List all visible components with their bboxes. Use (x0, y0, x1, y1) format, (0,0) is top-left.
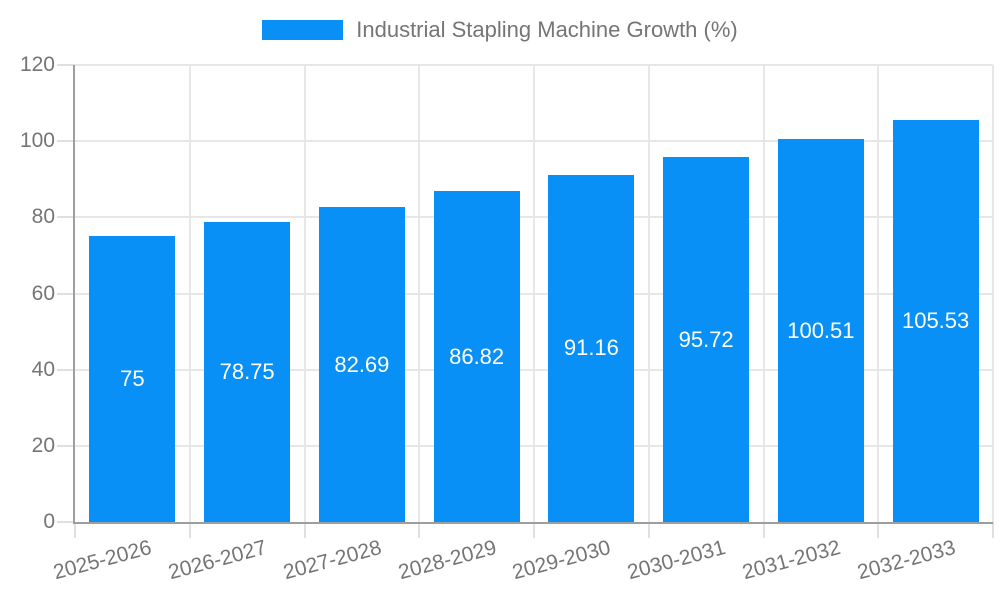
y-axis-tick-label: 80 (31, 205, 55, 229)
y-axis-line (73, 65, 75, 522)
bar-value-label: 86.82 (449, 343, 505, 369)
y-tick-mark (57, 368, 75, 371)
legend-swatch-icon (262, 20, 344, 40)
bar-value-label: 91.16 (563, 335, 619, 361)
x-tick-mark (877, 522, 880, 538)
gridline-vertical (762, 65, 765, 522)
bar-value-label: 78.75 (219, 359, 275, 385)
bar-2026-2027 (204, 222, 291, 522)
y-tick-mark (57, 140, 75, 143)
bar-2031-2032 (777, 139, 864, 522)
bar-2030-2031 (663, 157, 750, 522)
y-axis-tick-label: 20 (31, 433, 55, 457)
y-tick-mark (57, 521, 75, 523)
gridline-vertical (418, 65, 421, 522)
gridline-vertical (877, 65, 880, 522)
legend[interactable]: Industrial Stapling Machine Growth (%) (0, 17, 1000, 43)
x-tick-mark (762, 522, 765, 538)
y-axis-tick-label: 120 (19, 53, 55, 76)
bar-2025-2026 (89, 236, 176, 522)
y-tick-mark (57, 64, 75, 66)
bar-2032-2033 (892, 120, 979, 522)
gridline-vertical (647, 65, 650, 522)
bar-value-label: 105.53 (901, 308, 970, 334)
bar-value-label: 75 (120, 366, 145, 392)
x-tick-mark (533, 522, 535, 538)
bar-value-label: 95.72 (678, 326, 734, 352)
y-axis-tick-label: 0 (43, 510, 55, 533)
bar-2028-2029 (433, 191, 520, 522)
x-tick-mark (418, 522, 421, 538)
x-tick-mark (303, 522, 306, 538)
x-tick-mark (188, 522, 191, 538)
y-tick-mark (57, 444, 75, 447)
bar-2027-2028 (318, 207, 405, 522)
y-axis-tick-label: 100 (19, 129, 55, 153)
gridline-vertical (303, 65, 306, 522)
gridline-vertical (992, 65, 994, 522)
x-tick-mark (992, 522, 994, 538)
legend-label: Industrial Stapling Machine Growth (%) (356, 17, 738, 42)
x-axis-line (73, 522, 993, 524)
bar-2029-2030 (548, 174, 635, 522)
gridline-vertical (533, 65, 535, 522)
bar-value-label: 100.51 (787, 317, 855, 343)
y-tick-mark (57, 292, 75, 295)
gridline-vertical (188, 65, 191, 522)
bar-value-label: 82.69 (334, 351, 390, 377)
x-tick-mark (647, 522, 650, 538)
y-axis-tick-label: 60 (31, 281, 55, 305)
x-tick-mark (74, 522, 76, 538)
y-axis-tick-label: 40 (31, 357, 55, 381)
y-tick-mark (57, 216, 75, 219)
